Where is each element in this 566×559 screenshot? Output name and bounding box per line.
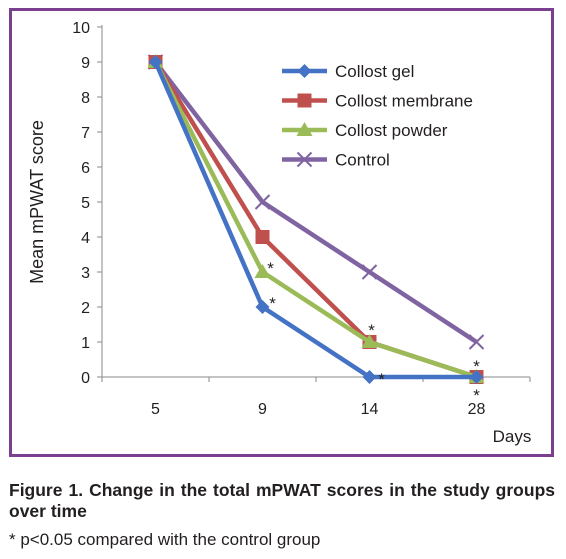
data-point: [469, 370, 484, 384]
legend-label: Collost powder: [335, 121, 448, 140]
data-point: [255, 300, 270, 314]
y-tick-label: 10: [72, 20, 90, 37]
y-axis-label: Mean mPWAT score: [27, 120, 47, 284]
significance-marker: *: [368, 321, 375, 340]
y-tick-label: 3: [81, 265, 90, 282]
y-tick-label: 0: [81, 370, 90, 387]
data-point: [148, 55, 163, 69]
data-point: [468, 334, 485, 350]
legend-marker: [297, 64, 312, 78]
y-tick-label: 2: [81, 300, 90, 317]
legend-label: Collost gel: [335, 62, 414, 81]
significance-marker: *: [267, 259, 274, 278]
chart-frame: 0 1 2 3 4 5 6 7 8 9 10 5 9 14 28 Mean mPWAT score Days * *…: [9, 8, 554, 457]
data-point: [254, 194, 271, 210]
series-line-collost-gel: [153, 61, 477, 380]
y-tick-label: 7: [81, 125, 90, 142]
x-tick-label: 28: [468, 401, 486, 418]
legend-label: Collost membrane: [335, 92, 473, 111]
data-point: [362, 370, 377, 384]
legend-marker: [297, 93, 312, 108]
x-tick-label: 14: [361, 401, 379, 418]
legend-label: Control: [335, 151, 390, 170]
significance-marker: *: [378, 370, 385, 389]
y-tick-label: 8: [81, 90, 90, 107]
significance-note: * p<0.05 compared with the control group: [9, 530, 321, 549]
y-tick-label: 6: [81, 160, 90, 177]
significance-marker: *: [473, 386, 480, 405]
data-point: [361, 264, 378, 280]
series-line-control: [153, 60, 478, 344]
figure-caption: Figure 1. Change in the total mPWAT scor…: [9, 480, 555, 521]
y-tick-label: 9: [81, 55, 90, 72]
legend-marker: [296, 122, 313, 136]
y-tick-label: 4: [81, 230, 90, 247]
series-line-collost-powder: [153, 60, 478, 380]
y-tick-label: 1: [81, 335, 90, 352]
y-tick-label: 5: [81, 195, 90, 212]
data-point: [361, 334, 378, 348]
significance-marker: *: [269, 294, 276, 313]
data-point: [254, 264, 271, 278]
x-tick-label: 9: [258, 401, 267, 418]
significance-marker: *: [473, 357, 480, 376]
legend-marker: [296, 151, 313, 168]
data-point: [255, 230, 270, 244]
line-chart: 0 1 2 3 4 5 6 7 8 9 10 5 9 14 28 Mean mPWAT score Days * *…: [27, 20, 532, 446]
x-tick-label: 5: [151, 401, 160, 418]
x-axis-label: Days: [493, 427, 532, 446]
